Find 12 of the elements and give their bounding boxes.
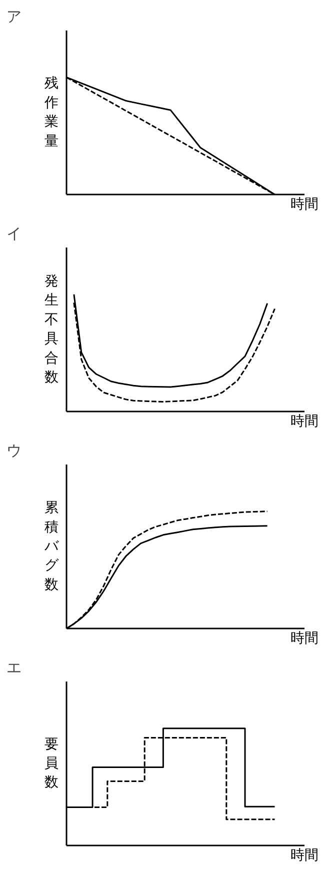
y-axis-title: 要員数 bbox=[44, 736, 58, 791]
y-axis-title: 残作業量 bbox=[44, 76, 58, 150]
x-axis-title: 時間 bbox=[290, 848, 318, 864]
x-axis-title: 時間 bbox=[290, 196, 318, 212]
y-axis-title: 累積バグ数 bbox=[44, 500, 60, 593]
chart-title: イ bbox=[6, 224, 22, 242]
y-axis-title: 発生不具合数 bbox=[44, 274, 58, 386]
x-axis-title: 時間 bbox=[290, 630, 318, 646]
chart-title: ウ bbox=[6, 442, 22, 460]
chart-title: エ bbox=[6, 658, 22, 676]
chart-title: ア bbox=[6, 8, 22, 26]
x-axis-title: 時間 bbox=[290, 414, 318, 430]
